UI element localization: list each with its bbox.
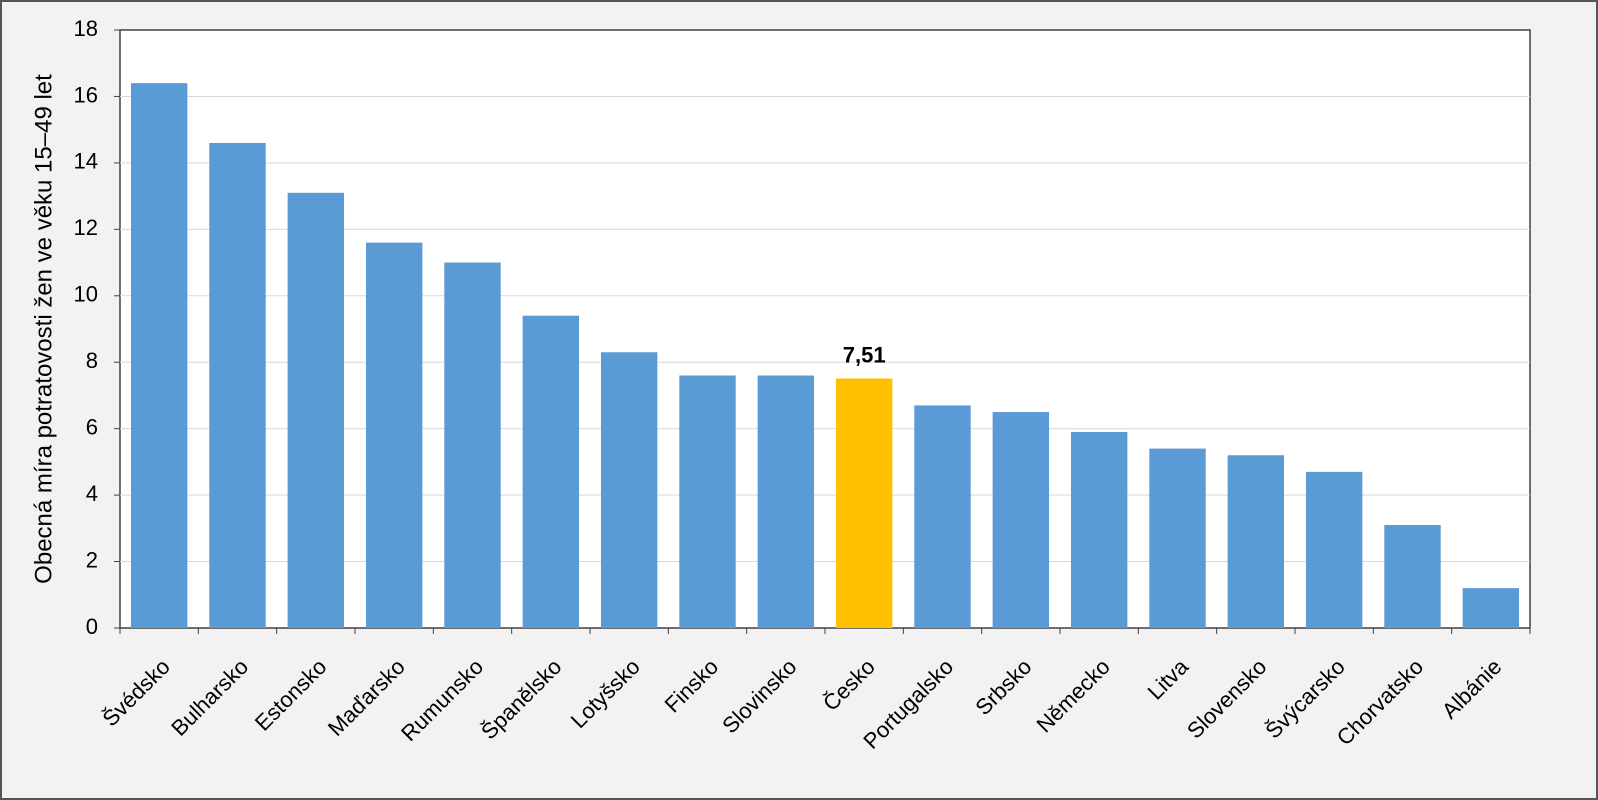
bar: [209, 142, 266, 628]
y-tick-label: 12: [74, 215, 98, 240]
y-tick-label: 14: [74, 149, 98, 174]
y-axis-title: Obecná míra potratovosti žen ve věku 15–…: [30, 74, 57, 584]
bar: [130, 83, 188, 628]
bar: [522, 315, 580, 628]
data-label: 7,51: [843, 342, 886, 367]
y-tick-label: 8: [86, 348, 98, 373]
bar: [287, 192, 345, 629]
y-tick-label: 4: [86, 481, 98, 506]
bar: [914, 405, 971, 628]
bar: [1070, 431, 1128, 628]
y-tick-label: 6: [86, 414, 98, 439]
y-tick-label: 2: [86, 547, 98, 572]
bar: [679, 375, 736, 628]
bar: [757, 375, 815, 628]
bar: [365, 242, 423, 628]
bar: [444, 262, 501, 628]
y-tick-label: 18: [74, 16, 98, 41]
bar: [835, 378, 893, 628]
bar: [1462, 588, 1520, 628]
bar: [1149, 448, 1206, 628]
bar: [600, 352, 658, 628]
plot-area: [119, 29, 1531, 629]
y-tick-label: 16: [74, 82, 98, 107]
y-tick-label: 10: [74, 282, 98, 307]
bar: [1384, 525, 1441, 628]
bar: [1305, 471, 1363, 628]
bar: [1227, 455, 1285, 628]
bar: [992, 412, 1050, 628]
y-tick-label: 0: [86, 614, 98, 639]
